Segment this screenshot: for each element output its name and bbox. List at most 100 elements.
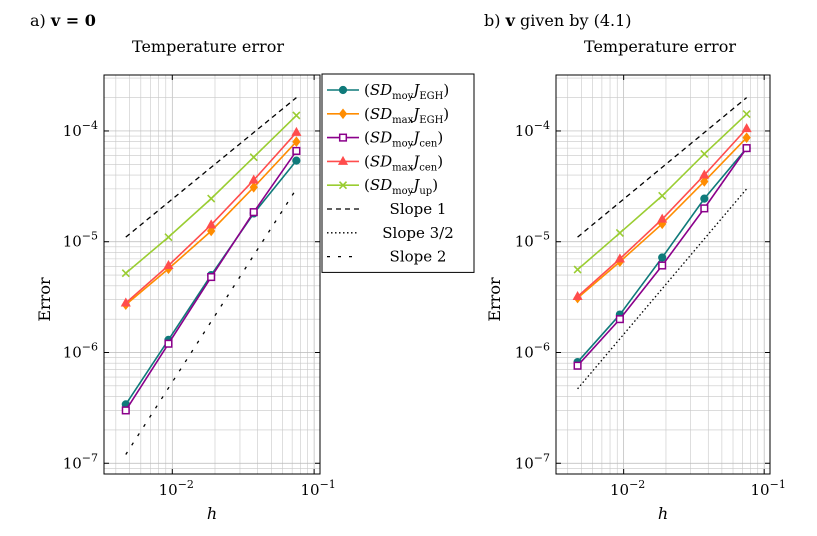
data-point (207, 194, 216, 203)
data-point (741, 123, 752, 133)
legend-entry: (SDmoyJup) (327, 176, 438, 197)
plot-frame (555, 74, 771, 475)
data-point (163, 259, 174, 270)
grid-lines (556, 75, 770, 475)
y-tick-label: 10−4 (63, 119, 98, 140)
legend-entry: Slope 3/2 (327, 224, 454, 242)
data-point (700, 204, 709, 213)
series-sd_max_j_cen (120, 126, 302, 307)
y-tick-label: 10−5 (63, 230, 98, 251)
data-point (121, 269, 130, 278)
data-point (249, 181, 258, 193)
series-line (577, 113, 748, 271)
panel-a: 10−2 10−1 10−7 10−6 10−5 10−4 Temperature erro… (30, 11, 336, 523)
legend-label: (SDmaxJEGH) (364, 105, 449, 126)
legend-swatch-marker (338, 85, 348, 95)
data-point (120, 297, 131, 307)
data-point (615, 228, 624, 238)
data-point (700, 176, 709, 187)
series-line (125, 97, 297, 238)
series-slope_1 (577, 97, 748, 238)
legend-label: (SDmaxJcen) (364, 152, 443, 173)
data-point (292, 146, 301, 155)
legend-entry: (SDmoyJEGH) (327, 81, 449, 102)
data-point (206, 219, 217, 229)
legend-label: Slope 1 (390, 200, 447, 218)
data-point (292, 111, 301, 120)
y-tick-label: 10−5 (515, 230, 550, 251)
data-point (657, 213, 668, 223)
data-point (121, 406, 130, 415)
legend-label: (SDmoyJcen) (364, 129, 443, 150)
series-line (125, 114, 297, 274)
y-axis-label: Error (35, 277, 54, 322)
legend-entry: (SDmaxJcen) (327, 152, 443, 173)
data-point (614, 253, 625, 263)
legend-swatch-marker (337, 155, 349, 165)
legend-swatch-marker (338, 181, 348, 190)
data-point (742, 110, 751, 119)
panel-label: a) v = 0 (30, 11, 96, 30)
chart-title: Temperature error (132, 37, 284, 56)
data-point (249, 153, 258, 162)
series-sd_moy_j_cen (573, 144, 751, 370)
data-point (742, 132, 751, 143)
data-point (700, 194, 709, 203)
panel-label: b) v given by (4.1) (484, 11, 632, 30)
data-point (573, 265, 582, 274)
data-point (164, 233, 173, 242)
data-point (699, 169, 710, 179)
data-point (249, 208, 258, 217)
x-tick-label: 10−1 (751, 478, 786, 499)
data-point (658, 261, 667, 270)
x-axis-label: h (658, 504, 668, 523)
series-line (577, 97, 748, 238)
y-tick-label: 10−6 (63, 340, 98, 361)
x-tick-label: 10−1 (300, 478, 335, 499)
legend-swatch-marker (338, 108, 348, 120)
data-point (248, 174, 259, 184)
legend-label: Slope 3/2 (382, 224, 454, 242)
series-sd_moy_j_egh (573, 144, 751, 367)
x-tick-label: 10−2 (159, 478, 194, 499)
data-point (615, 315, 624, 324)
data-point (658, 253, 667, 262)
legend-entry: (SDmoyJcen) (327, 129, 443, 150)
data-point (572, 291, 583, 301)
legend-swatch-marker (338, 133, 348, 142)
data-point (700, 149, 709, 159)
series-sd_moy_j_up (121, 111, 301, 278)
data-point (573, 361, 582, 370)
grid-lines (104, 75, 320, 475)
data-point (164, 339, 173, 348)
y-tick-label: 10−7 (63, 451, 98, 472)
series-sd_moy_j_up (573, 110, 751, 274)
legend-label: Slope 2 (390, 248, 447, 266)
legend-entry: Slope 1 (327, 200, 446, 218)
data-point (207, 272, 216, 282)
y-tick-label: 10−7 (515, 451, 550, 472)
legend-label: (SDmoyJEGH) (364, 81, 449, 102)
series-slope_1 (125, 97, 297, 238)
data-point (292, 156, 301, 165)
series-sd_moy_j_cen (121, 146, 301, 415)
data-point (658, 191, 667, 200)
chart-title: Temperature error (584, 37, 736, 56)
series-line (577, 128, 748, 298)
legend-label: (SDmoyJup) (364, 176, 438, 197)
legend: (SDmoyJEGH) (SDmaxJEGH) (SDmoyJcen)(SDmaxJ… (321, 73, 475, 273)
plot-frame (103, 74, 321, 475)
data-point (292, 136, 301, 148)
data-point (291, 126, 302, 136)
data-point (742, 144, 751, 153)
x-tick-label: 10−2 (610, 478, 645, 499)
panel-b: 10−2 10−1 10−7 10−6 10−5 10−4 Temperature erro… (484, 11, 786, 523)
legend-entry: (SDmaxJEGH) (327, 105, 449, 126)
y-tick-label: 10−4 (515, 119, 550, 140)
y-tick-label: 10−6 (515, 340, 550, 361)
legend-entry: Slope 2 (327, 248, 446, 266)
y-axis-label: Error (485, 277, 504, 322)
x-axis-label: h (207, 504, 217, 523)
